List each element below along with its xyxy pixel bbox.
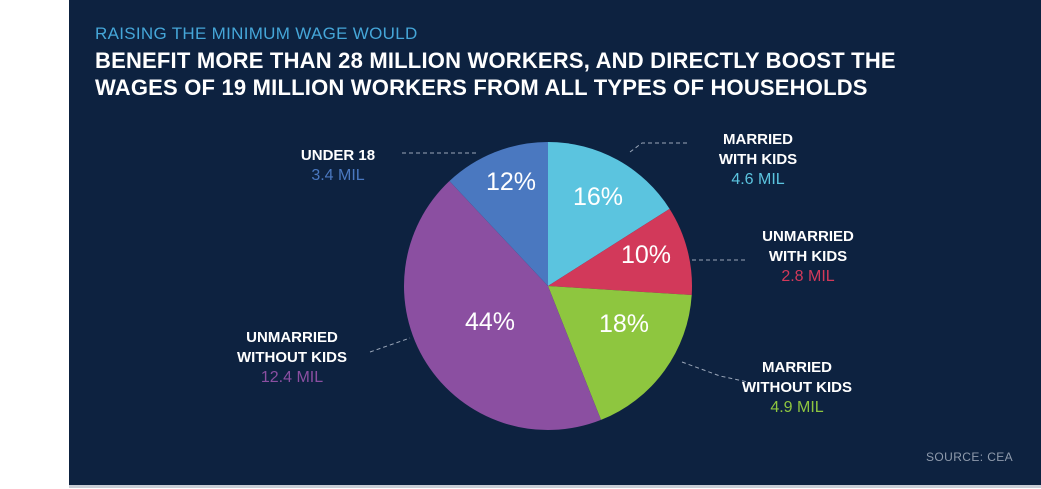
slice-category-label-4-0: UNDER 18 bbox=[301, 147, 375, 164]
slice-category-label-2-1: WITHOUT KIDS bbox=[742, 379, 852, 396]
pie-slice-2 bbox=[548, 286, 692, 420]
slice-value-label-4: 3.4 MIL bbox=[311, 167, 364, 184]
pie-slice-3 bbox=[404, 181, 602, 430]
slice-category-label-1-0: UNMARRIED bbox=[762, 228, 854, 245]
chart-title-line-1: BENEFIT MORE THAN 28 MILLION WORKERS, AN… bbox=[95, 48, 896, 73]
slice-category-label-2-0: MARRIED bbox=[762, 359, 832, 376]
pie-slice-0 bbox=[548, 142, 670, 286]
pie-slice-4 bbox=[449, 142, 548, 286]
slice-category-label-3-0: UNMARRIED bbox=[246, 329, 338, 346]
slice-percent-label-1: 10% bbox=[621, 241, 671, 269]
chart-title-line-2: WAGES OF 19 MILLION WORKERS FROM ALL TYP… bbox=[95, 75, 868, 100]
pie-slice-1 bbox=[548, 208, 692, 296]
slice-percent-label-2: 18% bbox=[599, 310, 649, 338]
slice-value-label-1: 2.8 MIL bbox=[781, 268, 834, 285]
leader-line-2 bbox=[681, 361, 749, 383]
slice-percent-label-3: 44% bbox=[465, 308, 515, 336]
slice-value-label-0: 4.6 MIL bbox=[731, 171, 784, 188]
slice-category-label-1-1: WITH KIDS bbox=[769, 248, 847, 265]
slice-percent-label-4: 12% bbox=[486, 168, 536, 196]
source-note: SOURCE: CEA bbox=[926, 450, 1014, 464]
slice-category-label-0-1: WITH KIDS bbox=[719, 151, 797, 168]
slice-category-label-0-0: MARRIED bbox=[723, 131, 793, 148]
slice-value-label-3: 12.4 MIL bbox=[261, 369, 323, 386]
slice-value-label-2: 4.9 MIL bbox=[770, 399, 823, 416]
chart-title: BENEFIT MORE THAN 28 MILLION WORKERS, AN… bbox=[95, 47, 896, 101]
leader-line-3 bbox=[369, 337, 411, 353]
slice-category-label-3-1: WITHOUT KIDS bbox=[237, 349, 347, 366]
chart-subtitle: RAISING THE MINIMUM WAGE WOULD bbox=[95, 24, 418, 43]
leader-line-0 bbox=[629, 142, 688, 153]
slice-percent-label-0: 16% bbox=[573, 183, 623, 211]
